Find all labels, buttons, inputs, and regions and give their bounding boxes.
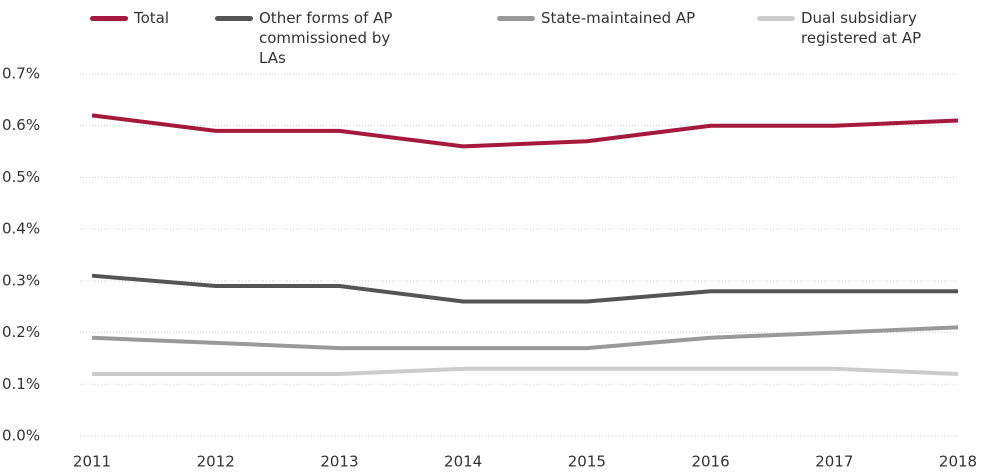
legend-item: State-maintained AP — [497, 8, 717, 28]
series-line — [91, 113, 959, 149]
series-line — [91, 325, 959, 351]
x-tick-label: 2011 — [73, 453, 111, 471]
x-tick-label: 2012 — [197, 453, 235, 471]
x-tick-label: 2017 — [815, 453, 853, 471]
legend-label: Other forms of AP commissioned by LAs — [259, 9, 393, 67]
legend-swatch — [497, 16, 535, 21]
legend-label: Total — [134, 9, 170, 27]
y-tick-label: 0.7% — [2, 65, 40, 83]
legend-item: Other forms of AP commissioned by LAs — [215, 8, 415, 68]
legend-label: State-maintained AP — [541, 9, 696, 27]
legend-label: Dual subsidiary registered at AP — [801, 9, 922, 47]
x-tick-label: 2018 — [939, 453, 977, 471]
y-tick-label: 0.3% — [2, 271, 40, 289]
legend-swatch — [215, 16, 253, 21]
y-tick-label: 0.5% — [2, 168, 40, 186]
y-tick-label: 0.1% — [2, 375, 40, 393]
series-line — [92, 366, 959, 376]
y-tick-label: 0.0% — [2, 427, 40, 445]
legend-swatch — [90, 16, 128, 21]
x-tick-label: 2014 — [444, 453, 482, 471]
legend-item: Dual subsidiary registered at AP — [757, 8, 957, 48]
x-tick-label: 2013 — [320, 453, 358, 471]
legend-swatch — [757, 16, 795, 21]
y-tick-label: 0.6% — [2, 116, 40, 134]
x-tick-label: 2016 — [691, 453, 729, 471]
legend-item: Total — [90, 8, 210, 28]
y-tick-label: 0.4% — [2, 220, 40, 238]
series-line — [91, 273, 958, 304]
y-tick-label: 0.2% — [2, 323, 40, 341]
x-tick-label: 2015 — [568, 453, 606, 471]
